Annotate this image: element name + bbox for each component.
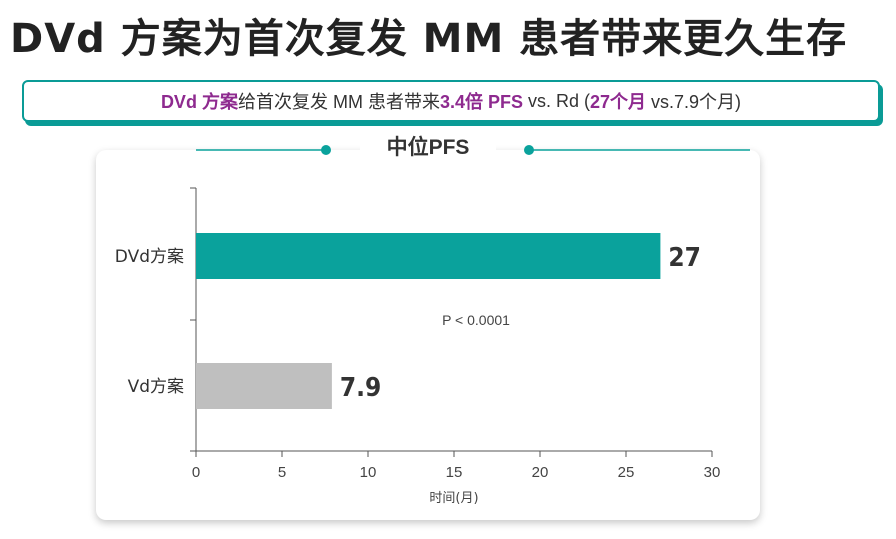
x-tick-label-10: 10 (360, 464, 377, 481)
category-label-0: DVd方案 (115, 247, 184, 267)
p-value-annotation: P < 0.0001 (442, 312, 510, 328)
page-title: DVd 方案为首次复发 MM 患者带来更久生存 (10, 16, 848, 62)
category-label-1: Vd方案 (128, 377, 184, 397)
banner-regimen: DVd 方案 (160, 92, 238, 112)
banner-text: 给首次复发 MM 患者带来 (237, 92, 440, 112)
bar-0 (196, 233, 661, 279)
x-tick-label-0: 0 (192, 464, 200, 481)
x-tick-label-15: 15 (446, 464, 463, 481)
banner-vs: vs. Rd ( (522, 90, 590, 111)
x-axis-label: 时间(月) (429, 491, 478, 506)
x-tick-label-20: 20 (532, 464, 549, 481)
x-tick-label-5: 5 (278, 464, 286, 481)
value-label-1: 7.9 (340, 373, 381, 403)
banner-comparison: vs.7.9个月) (646, 92, 742, 112)
chart-card (96, 150, 760, 520)
value-label-0: 27 (668, 243, 701, 273)
x-tick-label-25: 25 (618, 464, 635, 481)
chart-title: 中位PFS (360, 131, 496, 161)
summary-banner: DVd 方案 给首次复发 MM 患者带来 3.4倍 PFS vs. Rd ( 2… (22, 80, 880, 122)
banner-fold: 3.4倍 PFS (439, 92, 523, 112)
title-left-dot (321, 145, 331, 155)
x-tick-label-30: 30 (704, 464, 721, 481)
bar-1 (196, 363, 332, 409)
banner-months: 27个月 (590, 92, 647, 112)
